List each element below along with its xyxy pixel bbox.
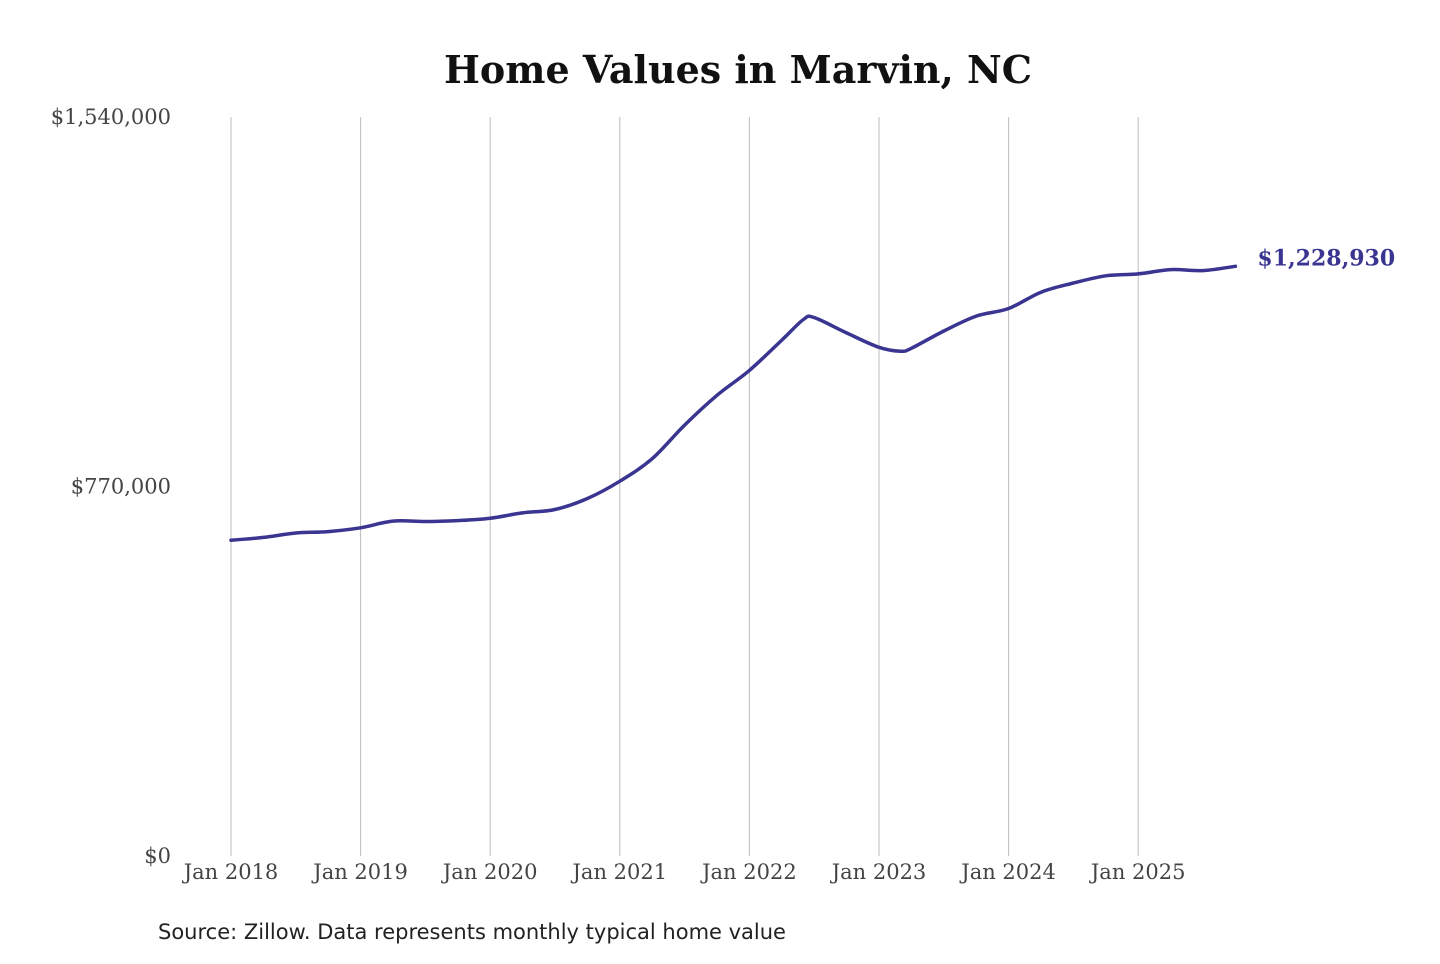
x-axis-tick-labels: Jan 2018 Jan 2019 Jan 2020 Jan 2021 Jan 2022…	[182, 860, 1186, 884]
x-tick-label: Jan 2020	[441, 860, 538, 884]
y-tick-label: $1,540,000	[51, 105, 171, 129]
x-tick-label: Jan 2022	[700, 860, 797, 884]
x-tick-label: Jan 2019	[311, 860, 408, 884]
x-tick-label: Jan 2025	[1089, 860, 1186, 884]
chart-title: Home Values in Marvin, NC	[444, 47, 1032, 92]
x-tick-label: Jan 2023	[830, 860, 927, 884]
home-value-series-line	[229, 264, 1238, 542]
vertical-gridlines	[230, 117, 1139, 856]
x-tick-label: Jan 2018	[182, 860, 279, 884]
y-tick-label: $770,000	[71, 475, 171, 499]
latest-value-label: $1,228,930	[1257, 245, 1395, 271]
source-note: Source: Zillow. Data represents monthly …	[158, 920, 786, 944]
y-tick-label: $0	[144, 844, 171, 868]
y-axis-tick-labels: $0 $770,000 $1,540,000	[51, 105, 171, 868]
x-tick-label: Jan 2021	[571, 860, 668, 884]
x-tick-label: Jan 2024	[959, 860, 1056, 884]
